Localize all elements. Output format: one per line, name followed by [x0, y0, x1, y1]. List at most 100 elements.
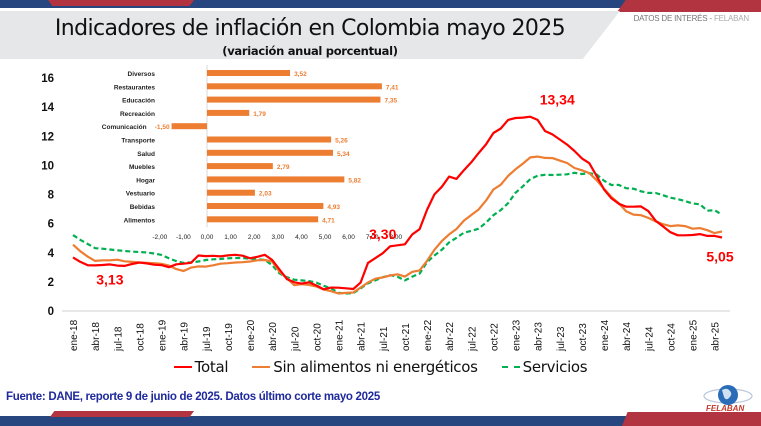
inset-value-label: 7,41	[386, 84, 399, 91]
inset-x-tick-label: 8,00	[389, 234, 402, 241]
y-tick-label: 4	[48, 248, 55, 260]
title-band	[0, 11, 620, 59]
y-tick-label: 12	[41, 131, 54, 143]
inset-x-tick-label: 6,00	[342, 234, 355, 241]
inset-category-label: Muebles	[129, 164, 155, 171]
inset-bar-chart: Diversos 3,52 Restaurantes 7,41 Educación 7,3…	[102, 65, 403, 241]
top-red-accent-right	[617, 0, 761, 12]
x-tick-label: ene-23	[512, 319, 523, 351]
x-tick-label: ene-22	[423, 319, 434, 351]
felaban-logo-text: FELABAN	[706, 404, 745, 413]
total-data-label: 3,13	[96, 271, 123, 287]
inset-bar	[207, 203, 324, 209]
top-navy-band	[0, 0, 761, 8]
legend-swatch-core	[252, 366, 271, 368]
inset-x-tick-label: 2,00	[248, 234, 261, 241]
x-tick-label: oct-19	[224, 323, 235, 351]
inset-x-tick-label: 0,00	[201, 234, 214, 241]
y-tick-label: 0	[48, 306, 54, 318]
x-tick-label: oct-23	[578, 323, 589, 351]
inset-category-label: Diversos	[128, 71, 156, 78]
x-tick-label: abr-19	[180, 322, 191, 351]
x-tick-label: jul-21	[379, 326, 390, 352]
inset-category-label: Educación	[122, 98, 155, 105]
inset-x-tick-label: 4,00	[295, 234, 308, 241]
inset-bar	[207, 163, 273, 170]
inset-bar	[207, 189, 255, 196]
inset-value-label: 5,82	[348, 177, 361, 184]
inset-category-label: Vestuario	[126, 191, 155, 198]
x-tick-label: abr-22	[445, 322, 456, 351]
inset-category-label: Restaurantes	[114, 84, 156, 91]
x-tick-label: oct-20	[312, 323, 323, 351]
inset-bar	[207, 109, 250, 116]
x-tick-label: ene-24	[600, 319, 611, 351]
series-line-core	[72, 155, 723, 295]
bottom-red-accent-left	[50, 411, 194, 417]
x-tick-label: jul-23	[556, 326, 567, 352]
legend-item-services: Servicios	[501, 358, 588, 376]
inset-value-label: 5,34	[337, 151, 350, 158]
inset-x-tick-label: 5,00	[319, 234, 332, 241]
x-tick-label: ene-19	[158, 319, 169, 351]
chart-subtitle: (variación anual porcentual)	[222, 44, 398, 58]
inset-value-label: 4,93	[327, 204, 340, 211]
legend-swatch-total	[173, 366, 192, 368]
y-tick-label: 6	[48, 219, 54, 231]
total-data-label: 3,30	[369, 226, 396, 242]
header-tag-prefix: DATOS DE INTERÉS -	[633, 14, 714, 23]
inset-value-label: 4,71	[322, 217, 335, 224]
x-tick-label: oct-22	[489, 323, 500, 351]
inset-category-label: Transporte	[121, 138, 155, 145]
inset-category-label: Salud	[137, 151, 155, 158]
x-tick-label: oct-21	[401, 323, 412, 351]
inset-bar	[207, 149, 334, 156]
inset-value-label: 7,35	[384, 98, 397, 105]
x-tick-label: jul-19	[202, 326, 213, 352]
inset-bar	[207, 96, 381, 103]
legend-label-core: Sin alimentos ni energéticos	[273, 358, 478, 376]
inset-category-label: Bebidas	[130, 204, 156, 211]
x-tick-label: jul-24	[644, 326, 655, 352]
inset-value-label: -1,50	[155, 124, 170, 131]
x-tick-label: jul-22	[467, 326, 478, 352]
total-data-label: 13,34	[540, 92, 575, 108]
legend-item-total: Total	[173, 358, 229, 376]
inset-bar	[207, 70, 291, 76]
header-tag-brand: FELABAN	[713, 14, 749, 23]
series-line-services	[72, 171, 723, 295]
main-line-chart: 0 2 4 6 8 10 12 14 16 ene-18 abr-18 jul-18 oct-18 ene…	[41, 73, 734, 352]
inset-x-tick-label: -2,00	[152, 234, 167, 241]
x-tick-label: oct-18	[135, 323, 146, 351]
y-tick-label: 14	[41, 102, 54, 114]
x-tick-label: abr-21	[357, 322, 368, 351]
legend-label-total: Total	[194, 358, 229, 376]
x-tick-label: jul-18	[113, 326, 124, 352]
header-tag: DATOS DE INTERÉS - FELABAN	[633, 14, 750, 23]
source-note: Fuente: DANE, reporte 9 de junio de 2025…	[6, 391, 380, 403]
x-tick-label: abr-23	[534, 322, 545, 351]
legend-label-services: Servicios	[522, 358, 588, 376]
y-tick-label: 10	[41, 160, 54, 172]
series-line-total	[72, 115, 723, 291]
y-tick-label: 8	[48, 190, 55, 202]
x-tick-label: abr-25	[711, 322, 722, 351]
inset-category-label: Comunicación	[102, 124, 147, 131]
x-tick-label: oct-24	[666, 323, 677, 351]
x-tick-label: ene-21	[335, 319, 346, 351]
chart-area: Diversos 3,52 Restaurantes 7,41 Educación 7,3…	[41, 65, 734, 352]
x-tick-label: abr-18	[91, 322, 102, 351]
x-tick-label: ene-25	[689, 319, 700, 351]
x-tick-label: ene-20	[246, 319, 257, 351]
legend-item-core: Sin alimentos ni energéticos	[252, 358, 478, 376]
inset-value-label: 1,79	[253, 111, 266, 118]
inset-value-label: 5,26	[335, 138, 348, 145]
inset-x-tick-label: -1,00	[176, 234, 191, 241]
inset-category-label: Alimentos	[124, 217, 156, 224]
bottom-navy-band	[0, 416, 761, 426]
bottom-red-accent-right	[622, 412, 761, 426]
x-tick-label: abr-20	[268, 322, 279, 351]
inset-bar	[207, 83, 382, 90]
inset-x-tick-label: 7,00	[366, 234, 379, 241]
inset-category-label: Hogar	[136, 177, 155, 184]
